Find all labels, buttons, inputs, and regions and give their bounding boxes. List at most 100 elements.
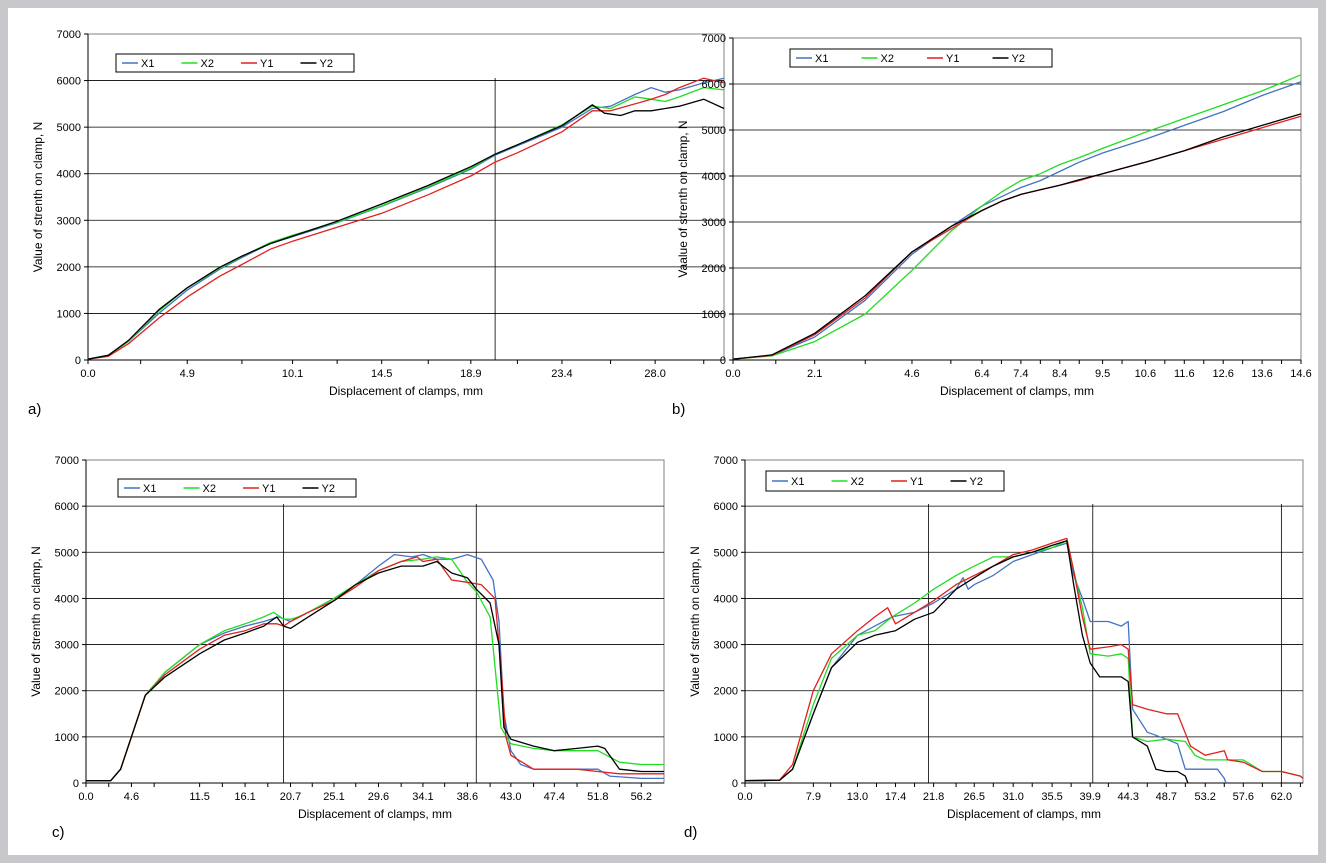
x-tick-label: 57.6 — [1233, 791, 1254, 803]
x-tick-label: 14.5 — [371, 368, 392, 380]
x-tick-label: 4.9 — [180, 368, 195, 380]
y-tick-label: 1000 — [714, 732, 738, 744]
legend-label-x1: X1 — [143, 483, 156, 495]
y-tick-label: 6000 — [55, 501, 79, 513]
plot-area — [744, 459, 1304, 784]
y-tick-label: 5000 — [702, 125, 726, 137]
legend-label-y2: Y2 — [1012, 53, 1025, 65]
x-tick-label: 11.5 — [189, 791, 210, 803]
x-tick-label: 38.6 — [457, 791, 478, 803]
x-tick-label: 0.0 — [725, 368, 740, 380]
y-tick-label: 3000 — [55, 640, 79, 652]
series-line-y2 — [732, 113, 1302, 360]
legend-box — [115, 53, 355, 73]
x-tick-label: 14.6 — [1290, 368, 1311, 380]
legend-box — [765, 470, 1005, 492]
x-axis-title: Displacement of clamps, mm — [329, 384, 483, 398]
x-tick-label: 44.3 — [1118, 791, 1139, 803]
x-tick-label: 9.5 — [1095, 368, 1110, 380]
x-tick-label: 17.4 — [885, 791, 906, 803]
series-line-y1 — [86, 556, 664, 782]
legend-label-x2: X2 — [203, 483, 216, 495]
legend-label-x2: X2 — [201, 58, 214, 70]
y-tick-label: 7000 — [714, 455, 738, 467]
x-tick-label: 39.9 — [1079, 791, 1100, 803]
x-tick-label: 10.1 — [282, 368, 303, 380]
x-tick-label: 20.7 — [280, 791, 301, 803]
y-tick-label: 5000 — [714, 547, 738, 559]
x-tick-label: 26.5 — [964, 791, 985, 803]
x-tick-label: 2.1 — [807, 368, 822, 380]
panel-label: b) — [672, 401, 685, 418]
legend-label-y1: Y1 — [260, 58, 273, 70]
y-tick-label: 5000 — [57, 122, 81, 134]
x-tick-label: 31.0 — [1002, 791, 1023, 803]
series-line-y1 — [744, 537, 1304, 782]
y-tick-label: 2000 — [55, 686, 79, 698]
plot-area — [85, 459, 665, 784]
legend-label-y1: Y1 — [946, 53, 959, 65]
y-tick-label: 0 — [75, 355, 81, 367]
x-tick-label: 29.6 — [368, 791, 389, 803]
x-tick-label: 4.6 — [904, 368, 919, 380]
legend: X1 X2 Y1 Y2 — [117, 478, 357, 498]
y-tick-label: 1000 — [702, 309, 726, 321]
y-tick-label: 1000 — [55, 732, 79, 744]
x-tick-label: 13.6 — [1251, 368, 1272, 380]
figure-canvas: 0 1000 2000 3000 4000 5000 6000 7000 0.0 4.9 10.1 1… — [28, 29, 1312, 841]
y-tick-label: 1000 — [57, 308, 81, 320]
x-tick-label: 7.9 — [806, 791, 821, 803]
panel-label: c) — [52, 824, 65, 841]
series-line-y2 — [744, 540, 1189, 784]
y-tick-label: 6000 — [57, 76, 81, 88]
y-tick-label: 0 — [73, 778, 79, 790]
x-tick-label: 56.2 — [631, 791, 652, 803]
panel-label: d) — [684, 824, 697, 841]
x-tick-label: 34.1 — [412, 791, 433, 803]
y-tick-label: 4000 — [57, 169, 81, 181]
legend-label-x1: X1 — [815, 53, 828, 65]
y-tick-label: 7000 — [702, 33, 726, 45]
panel-b: 0 1000 2000 3000 4000 5000 6000 7000 0.0 2.1 4.6 6.… — [672, 33, 1312, 418]
panel-d: 0 1000 2000 3000 4000 5000 6000 7000 0.0 7.9 13.0 1… — [684, 455, 1304, 841]
x-tick-label: 11.6 — [1174, 368, 1195, 380]
y-tick-label: 4000 — [55, 593, 79, 605]
y-tick-label: 7000 — [55, 455, 79, 467]
y-tick-label: 2000 — [702, 263, 726, 275]
y-tick-label: 2000 — [714, 686, 738, 698]
x-tick-label: 10.6 — [1135, 368, 1156, 380]
legend-label-y2: Y2 — [970, 476, 983, 488]
x-tick-label: 7.4 — [1013, 368, 1028, 380]
x-tick-label: 62.0 — [1271, 791, 1292, 803]
x-tick-label: 6.4 — [974, 368, 989, 380]
series-line-y2 — [87, 98, 725, 360]
x-tick-label: 0.0 — [80, 368, 95, 380]
series-line-y1 — [87, 77, 725, 360]
legend-box — [117, 478, 357, 498]
y-tick-label: 0 — [732, 778, 738, 790]
x-tick-label: 13.0 — [847, 791, 868, 803]
figure: 0 1000 2000 3000 4000 5000 6000 7000 0.0 4.9 10.1 1… — [8, 8, 1318, 855]
y-tick-label: 7000 — [57, 29, 81, 41]
x-tick-label: 28.0 — [644, 368, 665, 380]
series-line-x1 — [87, 77, 725, 360]
legend-label-y2: Y2 — [322, 483, 335, 495]
y-axis-title: Value of strenth on clamp, N — [31, 122, 45, 273]
x-tick-label: 25.1 — [323, 791, 344, 803]
legend-label-y2: Y2 — [320, 58, 333, 70]
y-tick-label: 0 — [720, 355, 726, 367]
x-tick-label: 12.6 — [1212, 368, 1233, 380]
x-axis-title: Displacement of clamps, mm — [298, 807, 452, 821]
panel-c: 0 1000 2000 3000 4000 5000 6000 7000 0.0 4.6 11.5 1… — [29, 455, 665, 841]
legend-label-x1: X1 — [791, 476, 804, 488]
legend-label-x2: X2 — [851, 476, 864, 488]
x-tick-label: 53.2 — [1195, 791, 1216, 803]
x-tick-label: 43.0 — [500, 791, 521, 803]
x-tick-label: 16.1 — [234, 791, 255, 803]
x-axis-title: Displacement of clamps, mm — [947, 807, 1101, 821]
legend: X1 X2 Y1 Y2 — [789, 48, 1053, 68]
x-axis-title: Displacement of clamps, mm — [940, 384, 1094, 398]
x-tick-label: 4.6 — [124, 791, 139, 803]
y-tick-label: 2000 — [57, 262, 81, 274]
panel-label: a) — [28, 401, 41, 418]
